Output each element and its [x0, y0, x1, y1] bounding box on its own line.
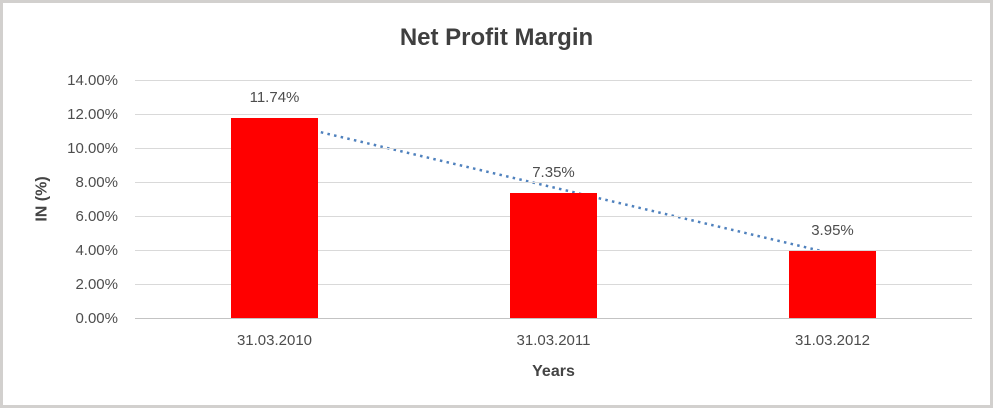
chart-title: Net Profit Margin: [399, 24, 594, 51]
x-tick-label: 31.03.2011: [516, 332, 591, 349]
x-axis-title: Years: [532, 363, 575, 380]
gridline: [135, 148, 972, 149]
y-tick-label: 12.00%: [67, 106, 118, 123]
bar-31.03.2012: [789, 250, 876, 318]
data-label: 7.35%: [532, 164, 575, 182]
gridline: [135, 114, 972, 115]
x-tick-label: 31.03.2012: [794, 332, 871, 349]
data-label: 3.95%: [811, 221, 854, 239]
gridline: [135, 182, 972, 183]
y-tick-label: 14.00%: [67, 72, 118, 89]
y-tick-label: 8.00%: [75, 174, 118, 191]
x-tick-label: 31.03.2010: [236, 332, 313, 349]
y-tick-label: 4.00%: [75, 242, 118, 259]
plot-area: 11.74% 7.35% 3.95%: [135, 80, 972, 319]
data-label: 11.74%: [249, 89, 300, 107]
bar-31.03.2011: [510, 193, 597, 318]
y-tick-label: 10.00%: [67, 140, 118, 157]
bar-31.03.2010: [231, 118, 318, 318]
y-tick-label: 2.00%: [75, 276, 118, 293]
y-tick-label: 6.00%: [75, 208, 118, 225]
x-axis-line: [135, 318, 972, 319]
gridline: [135, 80, 972, 81]
y-tick-label: 0.00%: [75, 310, 118, 327]
